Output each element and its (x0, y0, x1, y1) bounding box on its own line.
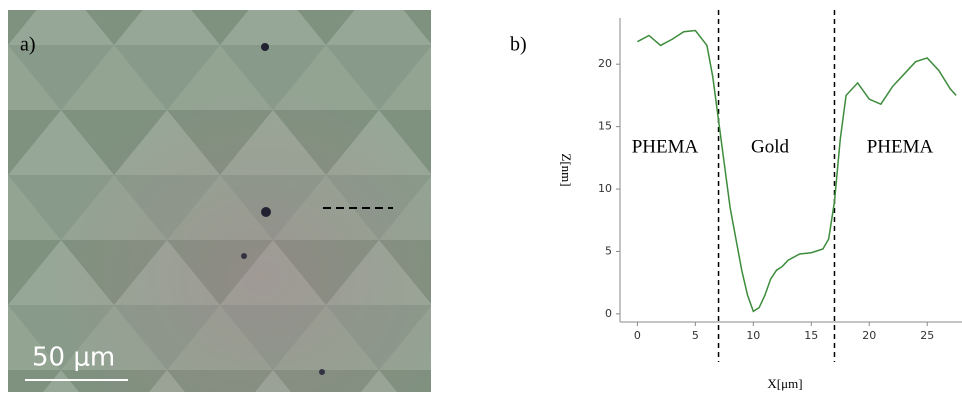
panel-label: b) (510, 34, 527, 56)
micrograph: a) 50 μm (8, 10, 431, 392)
x-axis-label: X[μm] (767, 376, 802, 391)
profile-line (637, 29, 957, 313)
annotation: PHEMA (632, 136, 699, 157)
y-tick-label: 10 (598, 182, 612, 195)
x-tick-label: 0 (634, 329, 641, 342)
y-tick-label: 15 (598, 120, 612, 133)
x-tick-label: 10 (746, 329, 760, 342)
x-tick-label: 25 (920, 329, 934, 342)
x-tick-label: 15 (804, 329, 818, 342)
x-tick-label: 5 (692, 329, 699, 342)
y-axis-label: Z[nm] (559, 153, 574, 186)
scale-bar-label: 50 μm (32, 343, 115, 373)
x-tick-label: 20 (862, 329, 876, 342)
y-tick-label: 5 (605, 244, 612, 257)
annotation: PHEMA (867, 136, 934, 157)
chart: b) Z[nm] X[μm] PHEMA Gold PHEMA 0 5 10 15 20… (510, 10, 962, 391)
y-tick-label: 20 (598, 57, 612, 70)
annotation: Gold (751, 136, 790, 157)
panel-label: a) (20, 34, 36, 56)
y-tick-label: 0 (605, 307, 612, 320)
